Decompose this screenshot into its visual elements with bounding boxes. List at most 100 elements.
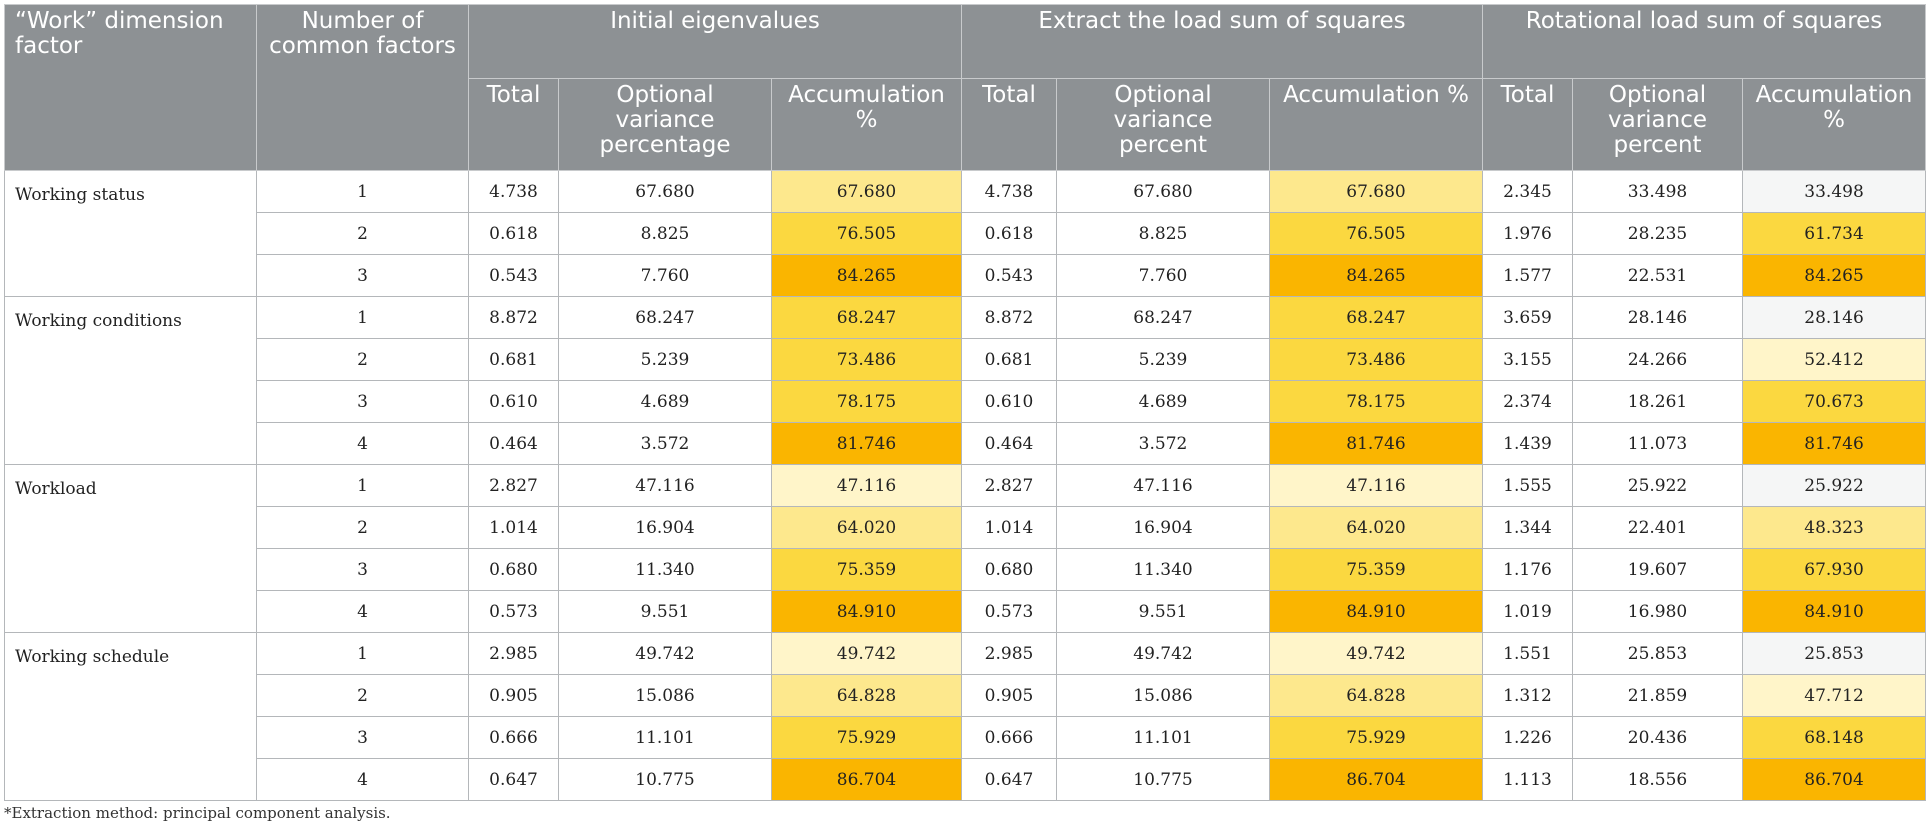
- total-cell: 0.543: [468, 254, 559, 297]
- accumulation-cell: 68.148: [1742, 716, 1927, 759]
- total-cell: 2.985: [468, 632, 559, 675]
- table-row: 2 0.681 5.239 73.486 0.681 5.239 73.486 3.155 24…: [5, 338, 1927, 381]
- variance-cell: 5.239: [1056, 338, 1271, 381]
- variance-cell: 16.904: [558, 506, 772, 549]
- variance-cell: 19.607: [1572, 548, 1744, 591]
- variance-cell: 11.340: [1056, 548, 1271, 591]
- accumulation-cell: 78.175: [770, 380, 963, 423]
- variance-cell: 47.116: [1056, 464, 1271, 507]
- col-header-total: Total: [468, 78, 559, 171]
- table-row: 3 0.610 4.689 78.175 0.610 4.689 78.175 2.374 18…: [5, 380, 1927, 423]
- accumulation-cell: 49.742: [1269, 632, 1484, 675]
- variance-cell: 22.401: [1572, 506, 1744, 549]
- variance-cell: 22.531: [1572, 254, 1744, 297]
- table-row: 3 0.666 11.101 75.929 0.666 11.101 75.929 1.226…: [5, 716, 1927, 759]
- variance-cell: 68.247: [558, 296, 772, 339]
- total-cell: 1.555: [1482, 464, 1574, 507]
- accumulation-cell: 47.116: [1269, 464, 1484, 507]
- table-row: Workload 1 2.827 47.116 47.116 2.827 47.116 47.…: [4, 464, 1927, 633]
- variance-cell: 3.572: [558, 422, 772, 465]
- factor-number-cell: 1: [256, 296, 469, 339]
- accumulation-cell: 48.323: [1742, 506, 1927, 549]
- total-cell: 1.312: [1482, 674, 1574, 717]
- variance-cell: 8.825: [1056, 212, 1271, 255]
- table-row: 3 0.680 11.340 75.359 0.680 11.340 75.359 1.176…: [5, 548, 1927, 591]
- col-header-factor: “Work” dimension factor: [4, 4, 257, 171]
- variance-cell: 28.146: [1572, 296, 1744, 339]
- variance-cell: 5.239: [558, 338, 772, 381]
- total-cell: 4.738: [468, 170, 559, 213]
- variance-cell: 18.556: [1572, 758, 1744, 801]
- factor-number-cell: 2: [256, 506, 469, 549]
- accumulation-cell: 84.265: [1742, 254, 1927, 297]
- variance-cell: 33.498: [1572, 170, 1744, 213]
- accumulation-cell: 84.265: [1269, 254, 1484, 297]
- total-cell: 1.439: [1482, 422, 1574, 465]
- factor-number-cell: 3: [256, 254, 469, 297]
- variance-cell: 3.572: [1056, 422, 1271, 465]
- factor-group-label: Working schedule: [4, 632, 257, 801]
- factor-number-cell: 4: [256, 422, 469, 465]
- col-header-accumulation: Accumulation %: [1269, 78, 1484, 171]
- accumulation-cell: 84.265: [770, 254, 963, 297]
- accumulation-cell: 64.828: [1269, 674, 1484, 717]
- total-cell: 2.985: [961, 632, 1058, 675]
- factor-number-cell: 3: [256, 548, 469, 591]
- total-cell: 4.738: [961, 170, 1058, 213]
- total-cell: 0.680: [961, 548, 1058, 591]
- variance-cell: 4.689: [1056, 380, 1271, 423]
- accumulation-cell: 75.929: [1269, 716, 1484, 759]
- accumulation-cell: 25.853: [1742, 632, 1927, 675]
- variance-cell: 49.742: [558, 632, 772, 675]
- accumulation-cell: 52.412: [1742, 338, 1927, 381]
- accumulation-cell: 67.680: [1269, 170, 1484, 213]
- factor-number-cell: 2: [256, 674, 469, 717]
- table-row: 4 0.464 3.572 81.746 0.464 3.572 81.746 1.439 11…: [5, 422, 1927, 465]
- factor-number-cell: 3: [256, 716, 469, 759]
- variance-cell: 15.086: [1056, 674, 1271, 717]
- total-cell: 0.680: [468, 548, 559, 591]
- total-cell: 1.551: [1482, 632, 1574, 675]
- accumulation-cell: 25.922: [1742, 464, 1927, 507]
- variance-cell: 8.825: [558, 212, 772, 255]
- accumulation-cell: 68.247: [770, 296, 963, 339]
- total-cell: 0.610: [961, 380, 1058, 423]
- variance-cell: 47.116: [558, 464, 772, 507]
- accumulation-cell: 76.505: [770, 212, 963, 255]
- total-cell: 1.014: [468, 506, 559, 549]
- accumulation-cell: 70.673: [1742, 380, 1927, 423]
- factor-group-label: Working status: [4, 170, 257, 297]
- accumulation-cell: 64.020: [1269, 506, 1484, 549]
- accumulation-cell: 49.742: [770, 632, 963, 675]
- factor-number-cell: 1: [256, 170, 469, 213]
- footnote: *Extraction method: principal component …: [4, 804, 391, 822]
- variance-cell: 11.073: [1572, 422, 1744, 465]
- table-row: Working conditions 1 8.872 68.247 68.247 8.87…: [4, 296, 1927, 465]
- accumulation-cell: 64.828: [770, 674, 963, 717]
- total-cell: 0.464: [961, 422, 1058, 465]
- accumulation-cell: 84.910: [1269, 590, 1484, 633]
- factor-group-label: Workload: [4, 464, 257, 633]
- factor-analysis-table: “Work” dimension factor Number of common…: [4, 4, 1927, 801]
- variance-cell: 67.680: [1056, 170, 1271, 213]
- accumulation-cell: 68.247: [1269, 296, 1484, 339]
- variance-cell: 11.101: [1056, 716, 1271, 759]
- accumulation-cell: 81.746: [770, 422, 963, 465]
- total-cell: 1.577: [1482, 254, 1574, 297]
- table-body: Working status 1 4.738 67.680 67.680 4.738 67.…: [4, 170, 1927, 801]
- factor-number-cell: 1: [256, 464, 469, 507]
- table-row: Working status 1 4.738 67.680 67.680 4.738 67.…: [4, 170, 1927, 297]
- header-row-columns: Total Optional variance percentage Accum…: [5, 78, 1927, 171]
- accumulation-cell: 75.359: [770, 548, 963, 591]
- total-cell: 0.681: [468, 338, 559, 381]
- accumulation-cell: 84.910: [770, 590, 963, 633]
- total-cell: 3.659: [1482, 296, 1574, 339]
- factor-number-cell: 1: [256, 632, 469, 675]
- accumulation-cell: 47.712: [1742, 674, 1927, 717]
- total-cell: 0.647: [961, 758, 1058, 801]
- factor-number-cell: 3: [256, 380, 469, 423]
- accumulation-cell: 75.359: [1269, 548, 1484, 591]
- variance-cell: 15.086: [558, 674, 772, 717]
- accumulation-cell: 78.175: [1269, 380, 1484, 423]
- variance-cell: 67.680: [558, 170, 772, 213]
